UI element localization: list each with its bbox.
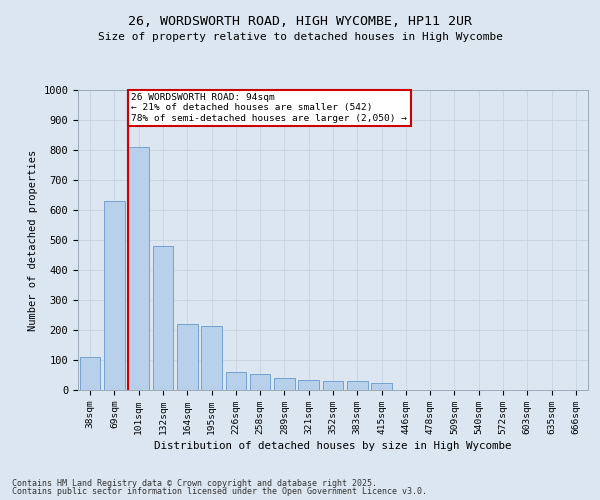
Y-axis label: Number of detached properties: Number of detached properties [28,150,38,330]
Bar [80,357,100,390]
X-axis label: Distribution of detached houses by size in High Wycombe: Distribution of detached houses by size … [154,441,512,451]
Bar [371,382,392,390]
Bar [177,324,197,390]
Bar [250,374,271,390]
Bar [298,380,319,390]
Bar [347,381,368,390]
Text: Contains HM Land Registry data © Crown copyright and database right 2025.: Contains HM Land Registry data © Crown c… [12,478,377,488]
Bar [201,326,222,390]
Bar [104,201,125,390]
Bar [152,246,173,390]
Text: Size of property relative to detached houses in High Wycombe: Size of property relative to detached ho… [97,32,503,42]
Bar [226,372,246,390]
Text: Contains public sector information licensed under the Open Government Licence v3: Contains public sector information licen… [12,487,427,496]
Bar [128,147,149,390]
Text: 26, WORDSWORTH ROAD, HIGH WYCOMBE, HP11 2UR: 26, WORDSWORTH ROAD, HIGH WYCOMBE, HP11 … [128,15,472,28]
Text: 26 WORDSWORTH ROAD: 94sqm
← 21% of detached houses are smaller (542)
78% of semi: 26 WORDSWORTH ROAD: 94sqm ← 21% of detac… [131,93,407,123]
Bar [323,381,343,390]
Bar [274,378,295,390]
